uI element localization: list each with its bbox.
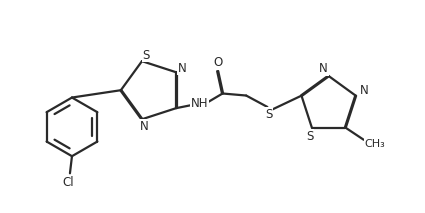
- Text: N: N: [319, 62, 328, 75]
- Text: CH₃: CH₃: [365, 139, 385, 149]
- Text: O: O: [213, 56, 222, 69]
- Text: S: S: [265, 108, 273, 121]
- Text: N: N: [360, 84, 368, 97]
- Text: S: S: [142, 49, 150, 62]
- Text: N: N: [178, 62, 187, 75]
- Text: NH: NH: [190, 97, 208, 110]
- Text: Cl: Cl: [62, 176, 74, 189]
- Text: S: S: [306, 130, 314, 143]
- Text: N: N: [140, 120, 148, 133]
